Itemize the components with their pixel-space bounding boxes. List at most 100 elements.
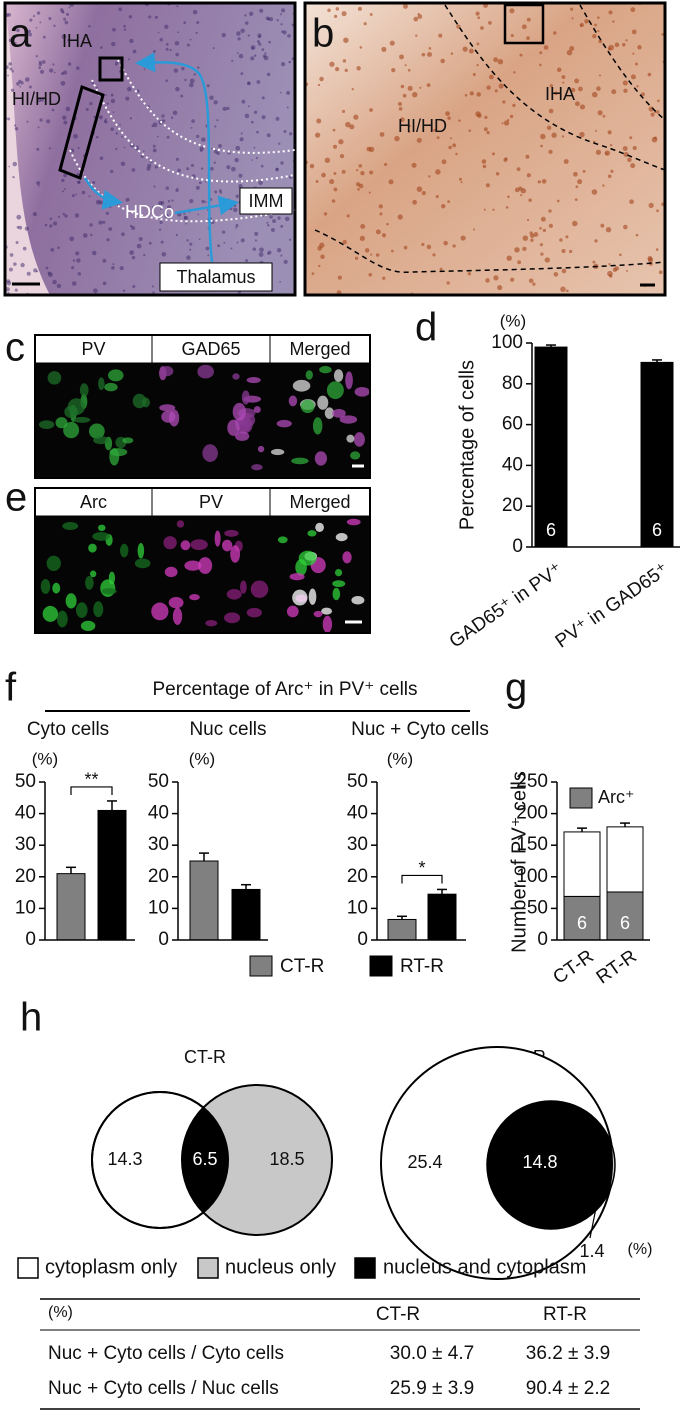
- texture: [452, 244, 456, 248]
- cell-spot: [55, 417, 68, 429]
- texture: [509, 114, 514, 119]
- texture: [181, 66, 185, 71]
- texture: [522, 235, 529, 241]
- texture: [610, 169, 614, 173]
- texture: [10, 88, 15, 92]
- legend-swatch: [569, 787, 593, 809]
- texture: [88, 24, 91, 28]
- texture: [5, 287, 10, 292]
- legend-label: RT-R: [400, 956, 444, 977]
- texture: [605, 227, 612, 233]
- texture: [218, 189, 222, 193]
- texture: [526, 36, 530, 40]
- texture: [342, 239, 347, 245]
- texture: [528, 198, 532, 202]
- texture: [513, 71, 516, 74]
- cell-spot: [89, 570, 97, 578]
- cell-spot: [257, 445, 265, 453]
- texture: [143, 253, 146, 257]
- texture: [553, 31, 557, 35]
- cell-spot: [164, 566, 178, 578]
- texture: [186, 167, 190, 171]
- texture: [151, 206, 155, 209]
- texture: [226, 106, 230, 111]
- texture: [81, 190, 86, 195]
- texture: [458, 119, 461, 122]
- texture: [100, 46, 103, 49]
- texture: [443, 240, 448, 246]
- texture: [484, 115, 488, 119]
- y-tick-label: 0: [537, 929, 548, 950]
- texture: [287, 34, 291, 38]
- texture: [368, 272, 373, 277]
- cell-spot: [104, 382, 118, 392]
- texture: [623, 88, 628, 93]
- bar-segment: [563, 831, 601, 897]
- texture: [196, 134, 200, 139]
- texture: [236, 241, 239, 244]
- texture: [102, 220, 106, 224]
- texture: [20, 262, 25, 268]
- texture: [397, 214, 403, 220]
- texture: [61, 178, 65, 183]
- texture: [483, 127, 488, 132]
- texture: [32, 212, 38, 217]
- texture: [71, 194, 75, 198]
- cell-spot: [346, 434, 355, 443]
- texture: [190, 163, 195, 167]
- texture: [358, 164, 363, 168]
- texture: [497, 58, 504, 65]
- cell-spot: [214, 530, 221, 547]
- texture: [251, 159, 253, 161]
- texture: [152, 49, 156, 53]
- bar-segment: [606, 826, 644, 893]
- y-tick-label: 100: [516, 866, 548, 887]
- texture: [175, 86, 180, 92]
- cell-spot: [334, 568, 343, 577]
- texture: [73, 133, 78, 139]
- texture: [413, 16, 419, 22]
- texture: [394, 135, 400, 142]
- texture: [627, 157, 632, 163]
- texture: [39, 21, 42, 24]
- texture: [105, 211, 109, 215]
- venn-overlap: [487, 1101, 613, 1229]
- y-unit: (%): [32, 749, 58, 768]
- texture: [319, 76, 324, 82]
- texture: [540, 252, 544, 256]
- texture: [280, 23, 283, 26]
- leader-line: [589, 1187, 601, 1239]
- texture: [529, 233, 535, 239]
- texture: [502, 100, 506, 104]
- texture: [288, 132, 293, 136]
- legend-swatch: [354, 1257, 376, 1279]
- texture: [317, 83, 321, 87]
- cell-spot: [313, 610, 323, 618]
- texture: [476, 63, 479, 67]
- texture: [366, 146, 372, 152]
- table-cell: 36.2 ± 3.9: [526, 1343, 610, 1364]
- texture: [98, 115, 103, 120]
- cell-spot: [109, 448, 128, 457]
- legend-label: nucleus and cytoplasm: [383, 1256, 586, 1278]
- cell-spot: [160, 366, 174, 377]
- texture: [311, 272, 315, 276]
- texture: [92, 180, 96, 184]
- cell-spot: [319, 366, 332, 374]
- y-tick-label: 200: [516, 803, 548, 824]
- texture: [485, 278, 490, 283]
- texture: [253, 146, 256, 149]
- texture: [49, 224, 53, 228]
- texture: [460, 181, 463, 184]
- texture: [77, 272, 82, 276]
- table-header: CT-R: [376, 1304, 420, 1325]
- texture: [597, 16, 600, 19]
- texture: [559, 238, 563, 242]
- texture: [65, 106, 71, 112]
- texture: [597, 30, 600, 33]
- texture: [18, 79, 22, 83]
- texture: [36, 181, 41, 186]
- texture: [426, 244, 432, 250]
- texture: [68, 6, 71, 9]
- texture: [540, 144, 543, 148]
